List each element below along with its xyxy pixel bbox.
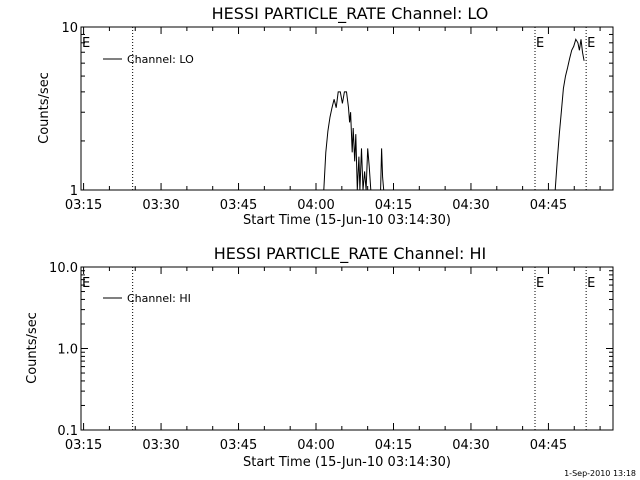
panel-lo-x-tick-label: 04:30 — [452, 198, 489, 213]
panel-hi-title: HESSI PARTICLE_RATE Channel: HI — [214, 244, 487, 264]
panel-lo-y-tick-label: 10 — [61, 21, 78, 36]
panel-lo-x-tick-label: 04:00 — [297, 198, 334, 213]
panel-hi-event-lines: E EE — [82, 267, 595, 430]
panel-lo-event-label: E — [587, 36, 595, 51]
panel-lo-event-label: E — [536, 36, 544, 51]
panel-hi-x-tick-label: 04:00 — [297, 438, 334, 453]
panel-lo-series-line — [380, 148, 385, 191]
panel-lo-x-tick-label: 04:45 — [530, 198, 567, 213]
panel-lo-y-axis-label: Counts/sec — [37, 72, 52, 144]
panel-hi-x-tick-label: 04:30 — [452, 438, 489, 453]
panel-lo-x-tick-label: 03:30 — [142, 198, 179, 213]
panel-hi: HESSI PARTICLE_RATE Channel: HI E E E 03:1… — [25, 244, 614, 470]
panel-lo-series — [323, 38, 585, 191]
panel-lo-frame — [80, 26, 614, 191]
panel-lo-title: HESSI PARTICLE_RATE Channel: LO — [212, 4, 489, 24]
panel-hi-x-tick-label: 03:45 — [220, 438, 257, 453]
panel-hi-x-tick-label: 03:30 — [142, 438, 179, 453]
panel-hi-x-tick-label: 04:45 — [530, 438, 567, 453]
panel-lo-event-label: E — [82, 36, 90, 51]
panel-lo-y-tick-label: 1 — [70, 184, 78, 199]
panel-lo-event-lines: E EE — [82, 27, 595, 190]
panel-lo-x-tick-label: 04:15 — [375, 198, 412, 213]
panel-lo-x-tick-label: 03:45 — [220, 198, 257, 213]
panel-lo-series-line — [323, 91, 372, 191]
panel-hi-x-tick-label: 04:15 — [375, 438, 412, 453]
panel-hi-y-tick-label: 0.1 — [57, 424, 78, 439]
panel-hi-event-label: E — [536, 276, 544, 291]
panel-lo-x-tick-labels: 03:15 03:30 03:45 04:00 04:15 04:30 04:45 — [65, 198, 567, 213]
panel-lo: HESSI PARTICLE_RATE Channel: LO E E E 03:1… — [37, 4, 614, 228]
panel-hi-y-tick-label: 1.0 — [57, 343, 78, 358]
panel-hi-ticks — [81, 266, 613, 431]
panel-hi-x-axis-label: Start Time (15-Jun-10 03:14:30) — [243, 455, 451, 470]
panel-hi-y-tick-labels: 0.1 1.0 10.0 — [49, 261, 78, 439]
panel-hi-y-tick-label: 10.0 — [49, 261, 78, 276]
panel-hi-event-label: E — [82, 276, 90, 291]
panel-lo-ticks — [81, 26, 613, 191]
panel-lo-x-axis-label: Start Time (15-Jun-10 03:14:30) — [243, 213, 451, 228]
footer-timestamp: 1-Sep-2010 13:18 — [564, 469, 636, 478]
panel-lo-y-tick-labels: 1 10 — [61, 21, 78, 199]
panel-lo-x-tick-label: 03:15 — [65, 198, 102, 213]
panel-lo-legend-label: Channel: LO — [127, 53, 194, 66]
panel-lo-series-line — [554, 38, 585, 191]
panel-hi-event-label: E — [587, 276, 595, 291]
panel-hi-y-axis-label: Counts/sec — [25, 312, 40, 384]
panel-hi-legend-label: Channel: HI — [127, 292, 191, 305]
panel-hi-x-tick-label: 03:15 — [65, 438, 102, 453]
panel-hi-x-tick-labels: 03:15 03:30 03:45 04:00 04:15 04:30 04:45 — [65, 438, 567, 453]
